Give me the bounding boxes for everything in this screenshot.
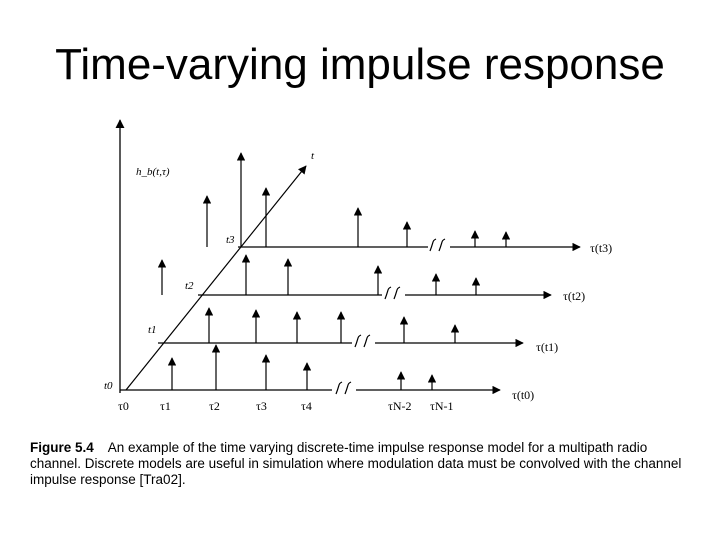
tau-label-n-2: τN-2 <box>388 399 411 413</box>
axis-break <box>429 238 446 252</box>
h-axis-label: h_b(t,τ) <box>136 166 170 178</box>
tau-label-4: τ4 <box>301 399 312 413</box>
impulses <box>157 152 511 390</box>
time-axis <box>125 165 307 391</box>
delay-axes <box>120 238 581 395</box>
caption-text: An example of the time varying discrete-… <box>30 440 682 487</box>
impulse-response-diagram: h_b(t,τ) t t0 t1 t2 t3 τ0 τ1 τ2 τ3 τ4 τN… <box>104 119 612 413</box>
time-label-t1: t1 <box>148 324 157 336</box>
tau-label-n-1: τN-1 <box>430 399 453 413</box>
tau-label-2: τ2 <box>209 399 220 413</box>
time-label-t2: t2 <box>185 280 194 292</box>
time-label-t0: t0 <box>104 380 113 392</box>
tau-label-1: τ1 <box>160 399 171 413</box>
figure-caption: Figure 5.4 An example of the time varying… <box>30 440 700 488</box>
figure-label: Figure 5.4 <box>30 440 94 455</box>
time-label-t3: t3 <box>226 234 235 246</box>
axis-break <box>354 334 371 348</box>
axis-break <box>384 286 401 300</box>
tau-label-0: τ0 <box>118 399 129 413</box>
row-label-t2: τ(t2) <box>563 289 585 303</box>
time-axis-label: t <box>311 150 315 162</box>
axis-break <box>335 381 352 395</box>
slide-title: Time-varying impulse response <box>55 40 665 89</box>
row-label-t1: τ(t1) <box>536 340 558 354</box>
tau-label-3: τ3 <box>256 399 267 413</box>
row-label-t3: τ(t3) <box>590 241 612 255</box>
row-label-t0: τ(t0) <box>512 388 534 402</box>
